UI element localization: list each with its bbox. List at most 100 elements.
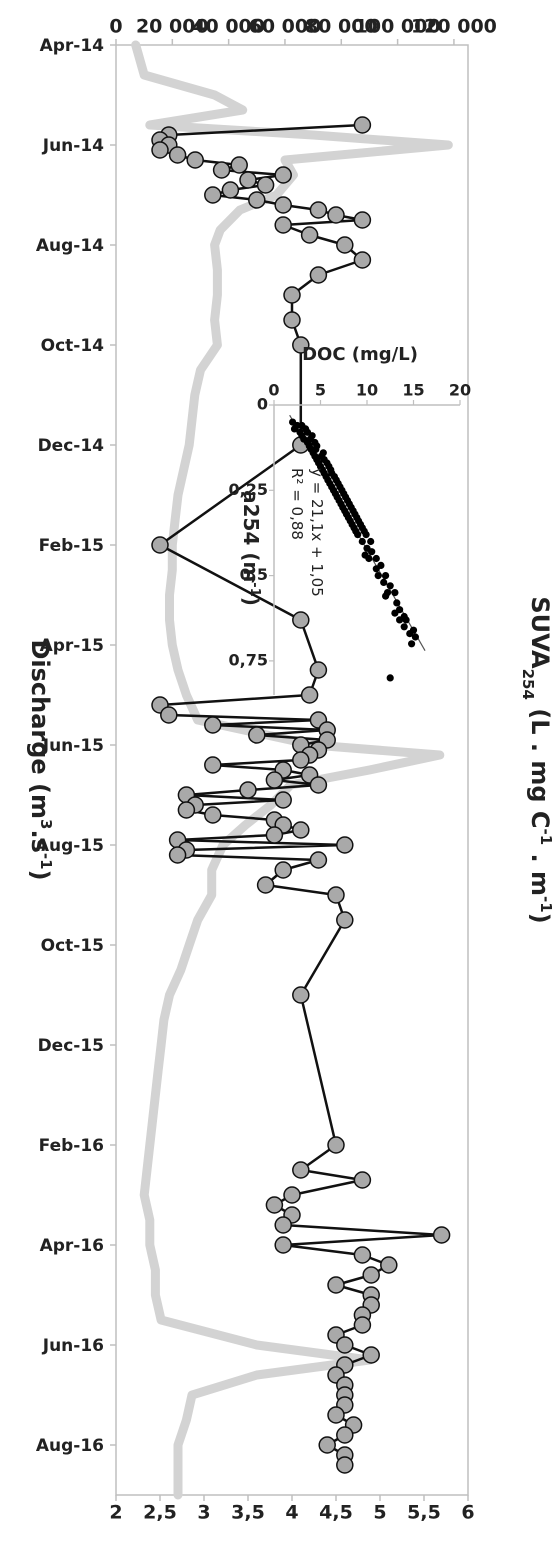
suva-point xyxy=(239,171,257,189)
suva-point xyxy=(353,1171,372,1189)
inset-point xyxy=(406,630,414,638)
suva-point xyxy=(274,166,292,184)
x-tick-label: Oct-15 xyxy=(41,936,104,956)
suva-point xyxy=(283,311,301,329)
inset-y-tick-label: 10 xyxy=(356,381,378,400)
inset-point xyxy=(358,537,366,546)
x-tick-label: Aug-15 xyxy=(36,836,104,856)
suva-point xyxy=(186,151,204,169)
inset-scatter: 0 0,25 0,5 0,75 0 5 10 15 20 xyxy=(229,381,471,695)
y-left-axis-title: Discharge (m3.s-1) xyxy=(26,639,55,880)
suva-point xyxy=(221,181,240,199)
suva-point xyxy=(353,211,372,229)
x-tick-label: Oct-14 xyxy=(41,336,105,356)
x-tick-label: Apr-15 xyxy=(40,636,104,656)
inset-point xyxy=(362,531,370,539)
inset-point xyxy=(400,623,408,631)
y-right-tick-label: 5,5 xyxy=(407,1502,441,1524)
x-tick-label: Feb-16 xyxy=(39,1136,104,1156)
suva-point xyxy=(274,1236,292,1254)
suva-point xyxy=(283,286,301,304)
y-left-tick-label: 0 xyxy=(109,16,122,38)
inset-point xyxy=(386,674,394,682)
inset-point xyxy=(386,582,394,590)
inset-point xyxy=(408,640,416,648)
inset-x-axis-title: a254 (m-1) xyxy=(239,490,263,606)
y-right-tick-label: 3,5 xyxy=(231,1502,265,1524)
inset-equation: y = 21,1x + 1,05 xyxy=(308,468,326,597)
x-tick-label: Dec-14 xyxy=(38,436,105,456)
x-tick-label: Jun-14 xyxy=(42,136,104,156)
suva-point xyxy=(292,611,310,629)
inset-point xyxy=(382,572,390,580)
suva-point xyxy=(239,781,257,799)
suva-point xyxy=(362,1266,380,1284)
suva-point xyxy=(168,146,187,164)
suva-point xyxy=(204,806,222,824)
x-tick-label: Jun-15 xyxy=(42,736,104,756)
suva-point xyxy=(292,336,310,354)
suva-point xyxy=(230,156,248,174)
suva-point xyxy=(168,846,187,864)
y-right-tick-label: 5 xyxy=(373,1502,386,1524)
y-left-tick-label: 100 000 xyxy=(355,16,441,38)
suva-point xyxy=(274,216,292,234)
x-tick-label: Aug-14 xyxy=(36,236,104,256)
x-tick-label: Dec-15 xyxy=(38,1036,104,1056)
inset-r2: R² = 0,88 xyxy=(288,468,306,540)
suva-point xyxy=(204,716,222,734)
axes-layer: Apr-14 Jun-14 Aug-14 Oct-14 Dec-14 Feb-15 Apr-… xyxy=(36,16,497,1524)
x-tick-label: Apr-14 xyxy=(40,36,105,56)
suva-point xyxy=(265,1196,284,1214)
suva-point xyxy=(336,1426,354,1444)
suva-point xyxy=(327,206,345,224)
suva-point xyxy=(300,226,319,244)
inset-point xyxy=(354,531,362,539)
suva-point xyxy=(362,1346,380,1364)
inset-y-tick-label: 5 xyxy=(315,381,326,400)
suva-point xyxy=(274,861,292,879)
suva-point xyxy=(160,706,178,724)
suva-point xyxy=(318,1436,336,1454)
suva-point xyxy=(292,751,310,769)
suva-point xyxy=(248,726,266,744)
suva-point xyxy=(265,771,284,789)
suva-point xyxy=(336,1336,354,1354)
suva-point xyxy=(274,1216,292,1234)
suva-point xyxy=(309,776,328,794)
suva-point xyxy=(265,826,284,844)
inset-point xyxy=(391,589,399,597)
y-left-tick-label: 40 000 xyxy=(192,16,265,38)
inset-x-tick-label: 0 xyxy=(257,395,268,414)
inset-point xyxy=(382,592,390,600)
y-left-tick-label: 80 000 xyxy=(305,16,378,38)
suva-point xyxy=(327,1406,345,1424)
suva-point xyxy=(336,836,354,854)
inset-x-tick-label: 0,25 xyxy=(229,480,268,499)
y-right-tick-label: 4,5 xyxy=(319,1502,353,1524)
suva-point xyxy=(309,266,328,284)
inset-point xyxy=(365,554,373,563)
suva-point xyxy=(353,1316,372,1334)
inset-x-tick-label: 0,5 xyxy=(240,565,268,584)
inset-point xyxy=(380,578,388,587)
plot-area xyxy=(115,44,469,1496)
suva-point xyxy=(336,236,354,254)
inset-point xyxy=(372,554,380,563)
suva-point xyxy=(256,876,275,894)
suva-point xyxy=(327,1136,345,1154)
suva-point xyxy=(256,176,275,194)
inset-y-tick-label: 0 xyxy=(268,381,279,400)
inset-point xyxy=(391,609,399,617)
suva-point xyxy=(292,821,310,839)
inset-y-tick-label: 15 xyxy=(402,381,424,400)
suva-layer xyxy=(151,116,451,1474)
x-tick-label: Feb-15 xyxy=(39,536,104,556)
suva-point xyxy=(283,1186,301,1204)
suva-point xyxy=(300,686,319,704)
suva-point xyxy=(353,116,372,134)
suva-point xyxy=(292,1161,310,1179)
y-right-tick-label: 2,5 xyxy=(143,1502,177,1524)
